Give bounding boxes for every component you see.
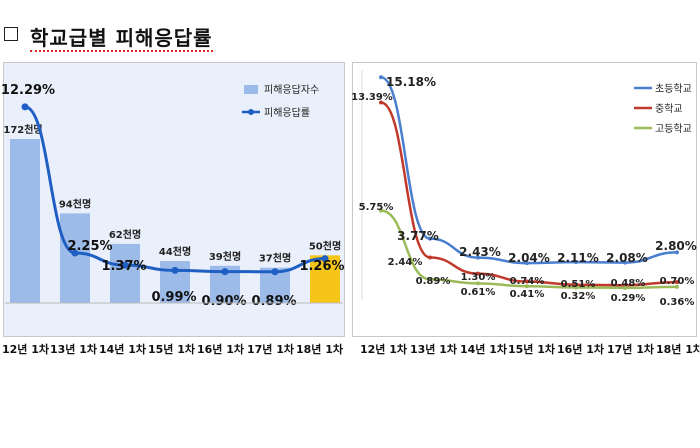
series-0-point-0 <box>379 75 383 80</box>
left-x-tick-4: 16년 1차 <box>197 343 245 356</box>
bar-label-4: 39천명 <box>209 250 241 263</box>
series-1-point-6 <box>675 280 679 285</box>
series-1-point-1 <box>428 255 432 260</box>
series-1-label-1: 2.44% <box>388 257 423 268</box>
series-0-point-5 <box>623 260 627 265</box>
bar-2 <box>110 243 140 303</box>
bar-1 <box>60 213 90 303</box>
legend-label-1: 중학교 <box>655 103 683 115</box>
right-x-tick-6: 18년 1차 <box>656 343 700 356</box>
rate-label-4: 0.90% <box>201 294 246 309</box>
rate-label-1: 2.25% <box>67 239 112 254</box>
series-2-point-5 <box>623 285 627 290</box>
series-2-label-5: 0.29% <box>611 293 646 304</box>
right-x-tick-3: 15년 1차 <box>508 343 556 356</box>
series-1-point-0 <box>379 100 383 105</box>
series-2-label-3: 0.41% <box>510 289 545 300</box>
series-1-point-2 <box>476 271 480 276</box>
series-2-label-6: 0.36% <box>660 297 695 308</box>
series-2-label-0: 5.75% <box>359 202 394 213</box>
series-2-point-1 <box>428 277 432 282</box>
bar-label-0: 172천명 <box>3 123 42 136</box>
series-0-label-3: 2.04% <box>508 251 550 265</box>
series-2-label-2: 0.61% <box>461 287 496 298</box>
left-x-tick-6: 18년 1차 <box>296 343 344 356</box>
bar-6 <box>310 255 340 303</box>
left-x-tick-2: 14년 1차 <box>99 343 147 356</box>
left-x-tick-0: 12년 1차 <box>2 343 50 356</box>
bar-label-5: 37천명 <box>259 252 291 265</box>
right-x-tick-1: 13년 1차 <box>410 343 458 356</box>
series-0-point-2 <box>476 255 480 260</box>
series-2-point-2 <box>476 281 480 286</box>
rate-point-2 <box>121 261 129 269</box>
series-line-1 <box>380 101 678 287</box>
series-0-label-0: 15.18% <box>386 75 436 89</box>
series-2-point-3 <box>525 284 529 289</box>
right-x-tick-2: 14년 1차 <box>460 343 508 356</box>
series-1-label-5: 0.48% <box>611 278 646 289</box>
series-1-label-4: 0.51% <box>561 279 596 290</box>
section-header: 학교급별 피해응답률 <box>0 22 700 54</box>
series-0-point-3 <box>525 261 529 266</box>
legend-label-0: 초등학교 <box>655 83 692 95</box>
bar-label-2: 62천명 <box>109 228 141 241</box>
series-0-label-2: 2.43% <box>459 245 501 259</box>
left-x-tick-3: 15년 1차 <box>148 343 196 356</box>
series-2-point-6 <box>675 284 679 289</box>
rate-point-4 <box>221 268 229 276</box>
rate-label-5: 0.89% <box>251 294 296 309</box>
bar-0 <box>10 139 40 303</box>
rate-point-3 <box>171 266 179 274</box>
bar-label-6: 50천명 <box>309 239 341 252</box>
series-0-point-4 <box>574 260 578 265</box>
series-0-label-1: 3.77% <box>397 229 439 243</box>
series-1-label-3: 0.74% <box>510 276 545 287</box>
series-1-label-2: 1.30% <box>461 272 496 283</box>
series-0-label-6: 2.80% <box>655 239 697 253</box>
left-x-tick-5: 17년 1차 <box>247 343 295 356</box>
legend-bar-label: 피해응답자수 <box>264 83 319 96</box>
legend-bar-swatch <box>244 85 258 94</box>
series-0-label-4: 2.11% <box>557 251 599 265</box>
rate-point-1 <box>71 249 79 257</box>
right-x-tick-5: 17년 1차 <box>607 343 655 356</box>
series-2-label-1: 0.89% <box>416 276 451 287</box>
right-x-tick-0: 12년 1차 <box>360 343 408 356</box>
rate-point-5 <box>271 268 279 276</box>
rate-label-0: 12.29% <box>1 83 55 98</box>
rate-label-6: 1.26% <box>299 259 344 274</box>
rate-label-2: 1.37% <box>101 259 146 274</box>
rate-point-0 <box>21 103 29 111</box>
checkbox-square-icon <box>4 27 18 41</box>
rate-point-6 <box>321 255 329 263</box>
series-0-point-1 <box>428 236 432 241</box>
series-0-label-5: 2.08% <box>606 251 648 265</box>
legend-line-marker <box>248 109 254 115</box>
series-2-label-4: 0.32% <box>561 291 596 302</box>
page-title: 학교급별 피해응답률 <box>30 26 213 52</box>
series-1-point-3 <box>525 279 529 284</box>
bar-label-1: 94천명 <box>59 197 91 210</box>
series-2-point-4 <box>574 285 578 290</box>
bar-label-3: 44천명 <box>159 245 191 258</box>
rate-label-3: 0.99% <box>151 290 196 305</box>
legend-line-label: 피해응답률 <box>264 106 310 119</box>
series-1-label-0: 13.39% <box>351 92 393 103</box>
series-0-point-6 <box>675 250 679 255</box>
legend-label-2: 고등학교 <box>655 123 692 135</box>
series-1-label-6: 0.70% <box>660 276 695 287</box>
series-line-0 <box>380 75 678 265</box>
right-x-tick-4: 16년 1차 <box>557 343 605 356</box>
left-x-tick-1: 13년 1차 <box>50 343 98 356</box>
series-2-point-0 <box>379 208 383 213</box>
